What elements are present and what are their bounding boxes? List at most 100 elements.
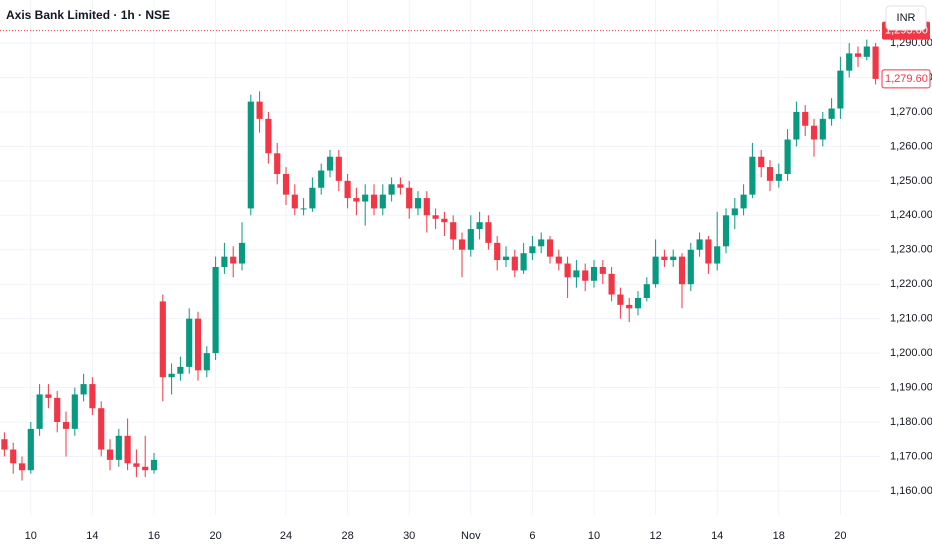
x-tick-label: 6 <box>529 530 535 542</box>
candle-body <box>423 198 430 216</box>
candle-body <box>230 256 237 264</box>
candles <box>1 39 879 481</box>
candle-body <box>555 256 562 264</box>
candle-body <box>186 318 193 367</box>
candle-body <box>740 194 747 209</box>
candle-body <box>45 394 52 398</box>
candle-body <box>133 463 140 467</box>
candle-body <box>687 249 694 285</box>
x-tick-label: 20 <box>209 530 221 542</box>
candle-body <box>106 449 114 460</box>
candle-body <box>238 242 246 264</box>
candle-body <box>714 246 721 264</box>
candle-body <box>335 156 342 181</box>
candle-body <box>318 170 325 188</box>
candle-body <box>828 108 835 119</box>
candle-body <box>71 394 78 429</box>
candle-body <box>793 111 800 140</box>
candle-body <box>309 187 316 209</box>
candle-body <box>802 111 809 126</box>
y-tick-label: 1,200.00 <box>890 347 932 359</box>
candle-body <box>652 256 659 285</box>
candle-body <box>819 118 826 140</box>
y-tick-label: 1,240.00 <box>890 209 932 221</box>
x-tick-label: Nov <box>461 530 481 542</box>
candle-body <box>115 435 122 460</box>
candle-body <box>634 297 642 309</box>
candle-body <box>362 194 369 202</box>
y-tick-label: 1,210.00 <box>890 313 932 325</box>
candle-body <box>546 239 554 257</box>
x-tick-label: 18 <box>773 530 785 542</box>
candle-body <box>159 301 166 378</box>
candle-body <box>247 101 254 209</box>
candle-body <box>626 304 633 309</box>
candle-body <box>62 421 70 429</box>
x-tick-label: 24 <box>280 530 292 542</box>
candle-body <box>467 229 474 250</box>
last-price-label: 1,279.60 <box>885 73 928 85</box>
candle-body <box>344 180 351 199</box>
candle-body <box>872 46 879 79</box>
candle-body <box>511 256 518 271</box>
candle-body <box>564 263 571 278</box>
y-tick-label: 1,220.00 <box>890 278 932 290</box>
y-tick-label: 1,270.00 <box>890 106 932 118</box>
candle-body <box>450 222 457 240</box>
x-tick-label: 10 <box>25 530 37 542</box>
candle-body <box>124 435 131 464</box>
candle-body <box>458 239 466 250</box>
candle-body <box>194 318 202 371</box>
candle-body <box>582 270 589 281</box>
candle-body <box>291 194 298 209</box>
candle-body <box>142 466 149 471</box>
candle-body <box>98 408 105 450</box>
candle-body <box>766 167 774 181</box>
candle-body <box>54 397 61 422</box>
candle-body <box>775 173 782 181</box>
candle-body <box>502 256 510 261</box>
x-tick-label: 14 <box>711 530 723 542</box>
candle-body <box>388 184 395 195</box>
candle-body <box>1 439 8 450</box>
x-tick-label: 28 <box>341 530 353 542</box>
candle-body <box>749 156 756 195</box>
candle-body <box>379 194 386 209</box>
candle-body <box>326 156 334 171</box>
candle-body <box>731 208 738 216</box>
y-tick-label: 1,230.00 <box>890 244 932 256</box>
candle-body <box>406 187 413 209</box>
candle-body <box>80 384 87 395</box>
candle-body <box>10 449 17 464</box>
candle-body <box>432 215 439 219</box>
candle-body <box>370 194 378 209</box>
candle-body <box>300 208 307 210</box>
x-tick-label: 14 <box>86 530 98 542</box>
candle-body <box>221 256 228 267</box>
candle-body <box>846 53 853 71</box>
candle-body <box>837 70 844 109</box>
y-tick-label: 1,160.00 <box>890 485 932 497</box>
y-tick-label: 1,250.00 <box>890 175 932 187</box>
candle-body <box>661 256 668 261</box>
candle-body <box>854 53 862 57</box>
candle-body <box>36 394 43 429</box>
x-tick-label: 16 <box>148 530 160 542</box>
candle-body <box>441 218 448 223</box>
candle-body <box>414 198 422 209</box>
currency-label[interactable]: INR <box>897 12 916 24</box>
candle-body <box>150 459 158 471</box>
y-tick-label: 1,180.00 <box>890 416 932 428</box>
candle-body <box>863 46 870 57</box>
candle-body <box>599 266 606 274</box>
candle-body <box>27 428 34 471</box>
currency-button[interactable] <box>885 5 927 31</box>
candle-body <box>590 266 598 281</box>
candle-body <box>177 366 184 374</box>
candle-body <box>494 242 501 261</box>
candle-body <box>678 256 686 285</box>
y-tick-label: 1,190.00 <box>890 381 932 393</box>
candle-body <box>203 353 210 371</box>
candle-body <box>89 384 96 409</box>
x-tick-label: 12 <box>649 530 661 542</box>
